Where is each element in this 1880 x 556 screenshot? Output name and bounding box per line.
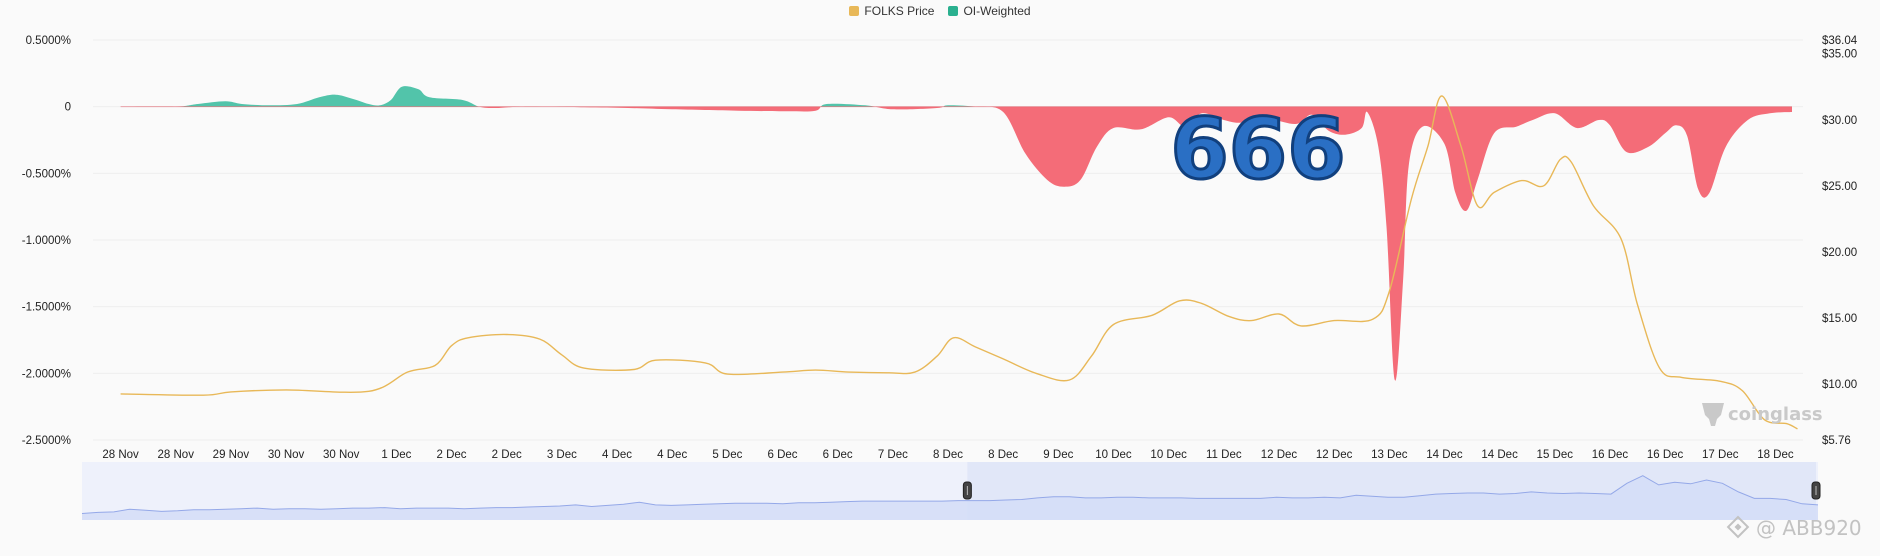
x-tick-label: 4 Dec: [657, 449, 687, 461]
x-tick-label: 8 Dec: [988, 449, 1018, 461]
oi-weighted-series: [120, 86, 1792, 381]
x-tick-label: 14 Dec: [1426, 449, 1463, 461]
x-tick-label: 16 Dec: [1592, 449, 1629, 461]
x-tick-label: 10 Dec: [1150, 449, 1187, 461]
legend-item-price[interactable]: FOLKS Price: [849, 4, 934, 18]
x-tick-label: 18 Dec: [1757, 449, 1794, 461]
left-tick-label: -1.0000%: [22, 235, 71, 247]
x-tick-label: 12 Dec: [1316, 449, 1353, 461]
x-tick-label: 6 Dec: [767, 449, 797, 461]
chart-legend: FOLKS Price OI-Weighted: [0, 4, 1880, 18]
legend-swatch-oi: [948, 6, 959, 16]
right-tick-label: $10.00: [1822, 379, 1857, 391]
price-line: [120, 95, 1798, 430]
coinglass-watermark-text: coinglass: [1728, 404, 1823, 425]
x-tick-label: 17 Dec: [1702, 449, 1739, 461]
x-tick-label: 10 Dec: [1095, 449, 1132, 461]
binance-square-icon: [1726, 515, 1750, 539]
right-tick-label: $30.00: [1822, 115, 1857, 127]
x-tick-label: 11 Dec: [1206, 449, 1242, 461]
x-axis: 28 Nov 28 Nov 29 Nov 30 Nov 30 Nov 1 Dec 2 Dec…: [102, 449, 1794, 461]
x-tick-label: 6 Dec: [823, 449, 853, 461]
left-tick-label: 0.5000%: [26, 35, 71, 47]
right-tick-label: $15.00: [1822, 313, 1857, 325]
credit-text: @ ABB920: [1756, 516, 1862, 540]
legend-label-oi: OI-Weighted: [963, 4, 1031, 18]
coinglass-logo-icon: [1702, 403, 1724, 426]
x-tick-label: 3 Dec: [547, 449, 577, 461]
oi-positive-area: [176, 86, 976, 107]
left-tick-label: -1.5000%: [22, 302, 71, 314]
credit-watermark: @ ABB920: [1726, 515, 1862, 540]
right-tick-label: $35.00: [1822, 49, 1857, 61]
left-tick-label: -2.0000%: [22, 368, 71, 380]
x-tick-label: 2 Dec: [492, 449, 522, 461]
oi-negative-area: [120, 106, 1792, 381]
x-tick-label: 1 Dec: [381, 449, 411, 461]
x-tick-label: 8 Dec: [933, 449, 963, 461]
price-series: [120, 95, 1798, 430]
x-tick-label: 28 Nov: [158, 449, 195, 461]
x-tick-label: 7 Dec: [878, 449, 908, 461]
right-tick-label: $25.00: [1822, 181, 1857, 193]
x-tick-label: 2 Dec: [437, 449, 467, 461]
x-tick-label: 5 Dec: [712, 449, 742, 461]
x-tick-label: 14 Dec: [1481, 449, 1518, 461]
x-tick-label: 16 Dec: [1647, 449, 1684, 461]
x-tick-label: 9 Dec: [1043, 449, 1073, 461]
x-tick-label: 30 Nov: [268, 449, 305, 461]
legend-label-price: FOLKS Price: [864, 4, 935, 18]
x-tick-label: 13 Dec: [1371, 449, 1408, 461]
x-tick-label: 15 Dec: [1537, 449, 1574, 461]
right-y-axis: $36.04 $35.00 $30.00 $25.00 $20.00 $15.00 $10.…: [1822, 35, 1858, 447]
x-tick-label: 29 Nov: [213, 449, 250, 461]
legend-item-oi[interactable]: OI-Weighted: [948, 4, 1031, 18]
left-y-axis: 0.5000% 0 -0.5000% -1.0000% -1.5000% -2.0000%…: [22, 35, 71, 447]
x-tick-label: 30 Nov: [323, 449, 360, 461]
right-tick-label: $5.76: [1822, 435, 1851, 447]
x-tick-label: 4 Dec: [602, 449, 632, 461]
left-tick-label: -2.5000%: [22, 435, 71, 447]
range-navigator[interactable]: [81, 462, 1821, 520]
left-tick-label: -0.5000%: [22, 168, 71, 180]
right-tick-label: $36.04: [1822, 35, 1858, 47]
navigator-area: [82, 475, 1818, 520]
navigator-line: [81, 475, 1819, 514]
coinglass-watermark: coinglass: [1702, 403, 1823, 426]
left-tick-label: 0: [65, 102, 71, 114]
x-tick-label: 28 Nov: [102, 449, 139, 461]
right-tick-label: $20.00: [1822, 247, 1857, 259]
legend-swatch-price: [849, 6, 860, 16]
x-tick-label: 12 Dec: [1261, 449, 1298, 461]
overlay-666-text: 666: [1170, 100, 1345, 198]
